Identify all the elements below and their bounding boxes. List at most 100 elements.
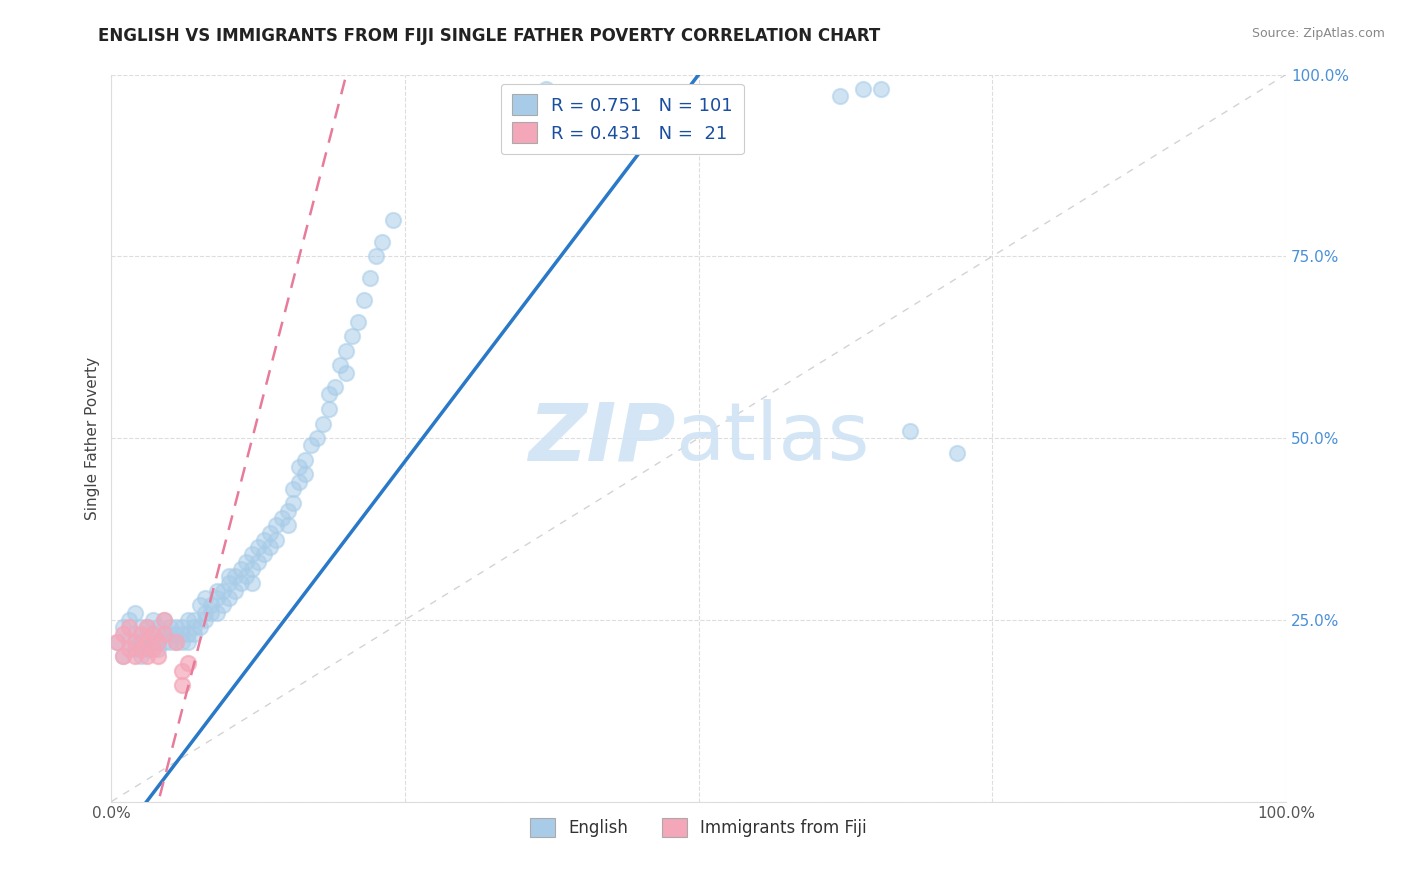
Text: Source: ZipAtlas.com: Source: ZipAtlas.com bbox=[1251, 27, 1385, 40]
Point bbox=[124, 649, 146, 664]
Point bbox=[270, 511, 292, 525]
Point bbox=[283, 482, 305, 496]
Point bbox=[141, 634, 163, 648]
Point bbox=[129, 634, 152, 648]
Point bbox=[129, 620, 152, 634]
Y-axis label: Single Father Poverty: Single Father Poverty bbox=[86, 357, 100, 520]
Point bbox=[141, 627, 163, 641]
Text: ZIP: ZIP bbox=[527, 399, 675, 477]
Point bbox=[205, 583, 228, 598]
Point bbox=[229, 576, 252, 591]
Point bbox=[124, 634, 146, 648]
Point bbox=[294, 453, 316, 467]
Point bbox=[294, 467, 316, 482]
Point bbox=[135, 641, 157, 656]
Point bbox=[218, 576, 240, 591]
Point bbox=[135, 634, 157, 648]
Point bbox=[177, 634, 200, 648]
Point bbox=[946, 445, 969, 459]
Point bbox=[148, 634, 170, 648]
Point bbox=[723, 89, 745, 103]
Point bbox=[277, 504, 299, 518]
Point bbox=[218, 591, 240, 605]
Point bbox=[170, 634, 193, 648]
Point bbox=[335, 343, 357, 358]
Point bbox=[105, 634, 128, 648]
Point bbox=[240, 562, 263, 576]
Point bbox=[212, 583, 235, 598]
Point bbox=[165, 620, 187, 634]
Point bbox=[124, 606, 146, 620]
Point bbox=[353, 293, 375, 307]
Point bbox=[153, 613, 176, 627]
Point bbox=[135, 634, 157, 648]
Point bbox=[359, 271, 381, 285]
Point bbox=[277, 518, 299, 533]
Point bbox=[148, 649, 170, 664]
Point bbox=[118, 620, 141, 634]
Point bbox=[135, 649, 157, 664]
Point bbox=[129, 627, 152, 641]
Point bbox=[112, 649, 135, 664]
Point bbox=[112, 649, 135, 664]
Point bbox=[224, 583, 246, 598]
Point bbox=[288, 475, 311, 489]
Point bbox=[347, 315, 370, 329]
Point bbox=[118, 634, 141, 648]
Point bbox=[200, 606, 222, 620]
Point bbox=[218, 569, 240, 583]
Point bbox=[828, 89, 851, 103]
Point bbox=[323, 380, 346, 394]
Point bbox=[229, 562, 252, 576]
Point bbox=[247, 555, 270, 569]
Point bbox=[170, 678, 193, 692]
Point bbox=[212, 599, 235, 613]
Point bbox=[188, 599, 211, 613]
Point bbox=[382, 213, 405, 227]
Point bbox=[118, 641, 141, 656]
Point bbox=[205, 606, 228, 620]
Point bbox=[364, 249, 387, 263]
Text: atlas: atlas bbox=[675, 399, 869, 477]
Point bbox=[124, 627, 146, 641]
Point bbox=[159, 627, 181, 641]
Point bbox=[312, 417, 335, 431]
Point bbox=[177, 613, 200, 627]
Point bbox=[200, 599, 222, 613]
Point bbox=[170, 620, 193, 634]
Point bbox=[170, 664, 193, 678]
Point bbox=[112, 620, 135, 634]
Point bbox=[288, 460, 311, 475]
Point bbox=[141, 613, 163, 627]
Point bbox=[205, 591, 228, 605]
Point bbox=[335, 366, 357, 380]
Point bbox=[153, 627, 176, 641]
Point bbox=[235, 555, 257, 569]
Point bbox=[194, 591, 217, 605]
Point bbox=[118, 613, 141, 627]
Point bbox=[305, 431, 328, 445]
Text: ENGLISH VS IMMIGRANTS FROM FIJI SINGLE FATHER POVERTY CORRELATION CHART: ENGLISH VS IMMIGRANTS FROM FIJI SINGLE F… bbox=[98, 27, 880, 45]
Point bbox=[240, 576, 263, 591]
Point bbox=[534, 82, 557, 96]
Point bbox=[253, 547, 276, 561]
Point bbox=[340, 329, 363, 343]
Point bbox=[898, 424, 921, 438]
Point bbox=[153, 627, 176, 641]
Point bbox=[517, 89, 540, 103]
Point bbox=[183, 613, 205, 627]
Point bbox=[235, 569, 257, 583]
Point bbox=[165, 634, 187, 648]
Point bbox=[283, 496, 305, 510]
Point bbox=[240, 547, 263, 561]
Point bbox=[170, 627, 193, 641]
Point bbox=[329, 359, 352, 373]
Point bbox=[253, 533, 276, 547]
Point bbox=[148, 620, 170, 634]
Point bbox=[318, 401, 340, 416]
Legend: English, Immigrants from Fiji: English, Immigrants from Fiji bbox=[524, 812, 873, 844]
Point bbox=[141, 641, 163, 656]
Point bbox=[224, 569, 246, 583]
Point bbox=[264, 533, 287, 547]
Point bbox=[869, 82, 891, 96]
